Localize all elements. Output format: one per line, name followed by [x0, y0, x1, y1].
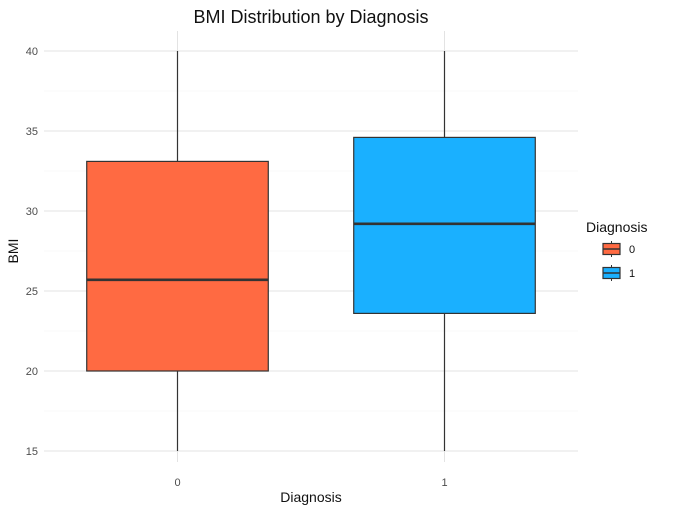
boxplot-0 — [86, 51, 269, 451]
y-tick-label: 25 — [26, 286, 38, 298]
y-tick-label: 30 — [26, 206, 38, 218]
chart-title: BMI Distribution by Diagnosis — [193, 7, 428, 27]
legend: Diagnosis 0 1 — [586, 219, 647, 281]
legend-item-0: 0 — [602, 241, 635, 257]
y-axis: 15 20 25 30 35 40 — [26, 46, 38, 458]
legend-label: 0 — [629, 244, 635, 256]
legend-title: Diagnosis — [586, 219, 647, 235]
y-tick-label: 40 — [26, 46, 38, 58]
x-tick-label: 0 — [174, 477, 180, 489]
boxplot-1 — [353, 51, 536, 451]
box — [353, 136, 536, 314]
y-tick-label: 15 — [26, 446, 38, 458]
x-axis-title: Diagnosis — [280, 489, 341, 505]
x-tick-label: 1 — [441, 477, 447, 489]
legend-label: 1 — [629, 268, 635, 280]
y-axis-title: BMI — [5, 239, 21, 264]
box — [86, 160, 269, 372]
legend-item-1: 1 — [602, 265, 635, 281]
y-tick-label: 20 — [26, 366, 38, 378]
box-layer — [86, 51, 536, 451]
y-tick-label: 35 — [26, 126, 38, 138]
